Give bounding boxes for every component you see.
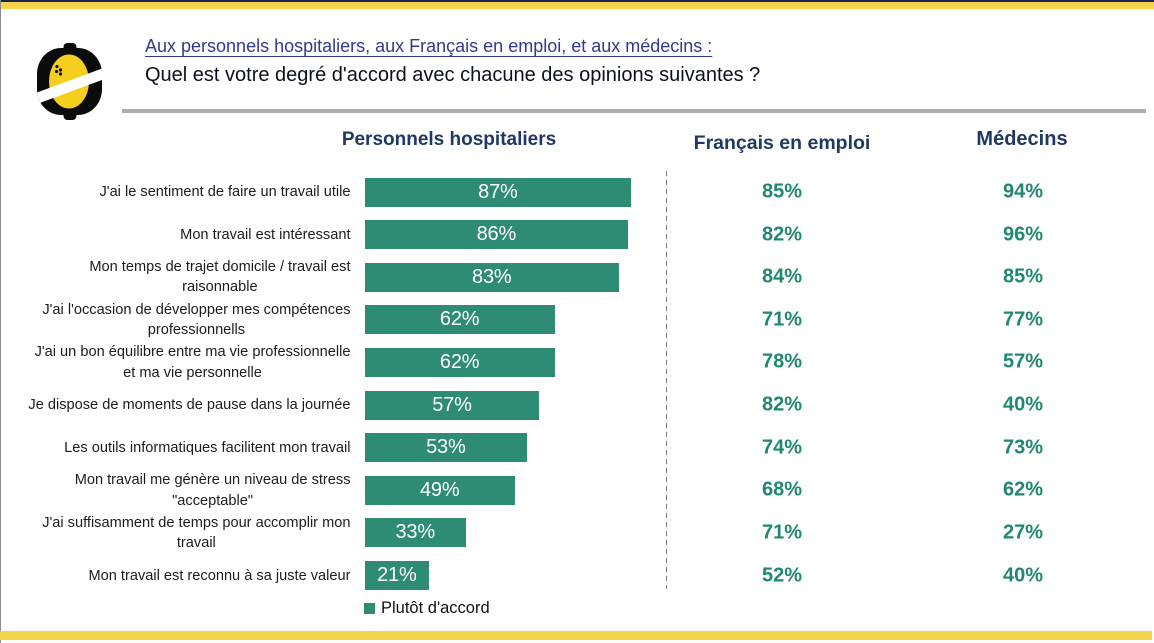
- bar: 21%: [364, 561, 429, 591]
- title-divider: [122, 109, 1146, 113]
- bar-value-label: 33%: [395, 521, 435, 544]
- row-label: Je dispose de moments de pause dans la j…: [28, 396, 351, 413]
- row-label: Les outils informatiques facilitent mon …: [64, 439, 351, 456]
- bar-value-label: 87%: [478, 180, 518, 203]
- column-header-francais-en-emploi: Français en emploi: [693, 132, 871, 154]
- value-medecins: 85%: [1002, 265, 1044, 288]
- value-francais-en-emploi: 74%: [761, 436, 803, 459]
- bar: 57%: [364, 390, 540, 420]
- bar-value-label: 49%: [419, 478, 460, 501]
- value-medecins: 77%: [1002, 308, 1044, 331]
- value-medecins: 94%: [1002, 180, 1044, 203]
- row-label: Mon travail est reconnu à sa juste valeu…: [88, 567, 351, 584]
- left-edge-line: [0, 0, 1, 643]
- column-header-medecins: Médecins: [976, 127, 1068, 150]
- value-medecins: 57%: [1002, 350, 1044, 373]
- value-francais-en-emploi: 71%: [761, 521, 803, 544]
- bar: 83%: [364, 262, 619, 292]
- bar-value-label: 62%: [439, 308, 480, 331]
- row-label: J'ai l'occasion de développer mes compét…: [42, 301, 351, 338]
- row-label: Mon temps de trajet domicile / travail e…: [89, 259, 351, 296]
- page-title-audience: Aux personnels hospitaliers, aux Françai…: [145, 36, 713, 56]
- column-header-personnels-hospitaliers: Personnels hospitaliers: [341, 129, 557, 150]
- page-title-question: Quel est votre degré d'accord avec chacu…: [145, 64, 761, 86]
- dashed-separator: [666, 171, 667, 589]
- value-francais-en-emploi: 52%: [761, 564, 803, 587]
- bar-value-label: 83%: [472, 265, 512, 288]
- legend-label: Plutôt d'accord: [381, 598, 490, 617]
- value-medecins: 73%: [1002, 436, 1044, 459]
- value-francais-en-emploi: 68%: [761, 478, 803, 501]
- bar-value-label: 21%: [377, 564, 417, 587]
- value-francais-en-emploi: 71%: [761, 308, 803, 331]
- legend-swatch: [364, 603, 375, 614]
- bar: 87%: [364, 177, 632, 207]
- value-medecins: 96%: [1002, 223, 1044, 246]
- value-medecins: 40%: [1002, 393, 1044, 416]
- bar-value-label: 86%: [476, 223, 517, 246]
- bottom-yellow-bar: [0, 631, 1152, 640]
- bar-value-label: 57%: [432, 393, 472, 416]
- row-label: Mon travail est intéressant: [180, 226, 351, 243]
- bar: 86%: [364, 220, 629, 250]
- lemon-logo-icon: [37, 43, 102, 120]
- row-label: J'ai le sentiment de faire un travail ut…: [99, 183, 351, 200]
- value-medecins: 27%: [1002, 521, 1044, 544]
- row-label: J'ai un bon équilibre entre ma vie profe…: [34, 344, 351, 381]
- value-medecins: 40%: [1002, 564, 1044, 587]
- value-francais-en-emploi: 78%: [761, 350, 803, 373]
- value-medecins: 62%: [1002, 478, 1044, 501]
- bar: 33%: [364, 518, 466, 548]
- row-label: Mon travail me génère un niveau de stres…: [74, 472, 351, 509]
- bar: 62%: [364, 305, 555, 335]
- bar-value-label: 62%: [439, 350, 480, 373]
- row-label: J'ai suffisamment de temps pour accompli…: [42, 514, 351, 551]
- bar: 53%: [364, 433, 527, 463]
- value-francais-en-emploi: 84%: [761, 265, 803, 288]
- top-navy-line: [0, 0, 1154, 2]
- top-yellow-bar: [0, 1, 1154, 9]
- legend: Plutôt d'accord: [364, 599, 490, 618]
- bar: 62%: [364, 347, 555, 377]
- value-francais-en-emploi: 82%: [761, 393, 803, 416]
- value-francais-en-emploi: 82%: [761, 223, 803, 246]
- value-francais-en-emploi: 85%: [761, 180, 803, 203]
- bar-value-label: 53%: [426, 436, 466, 459]
- bar: 49%: [364, 475, 515, 505]
- title-block: Aux personnels hospitaliers, aux Françai…: [145, 36, 760, 87]
